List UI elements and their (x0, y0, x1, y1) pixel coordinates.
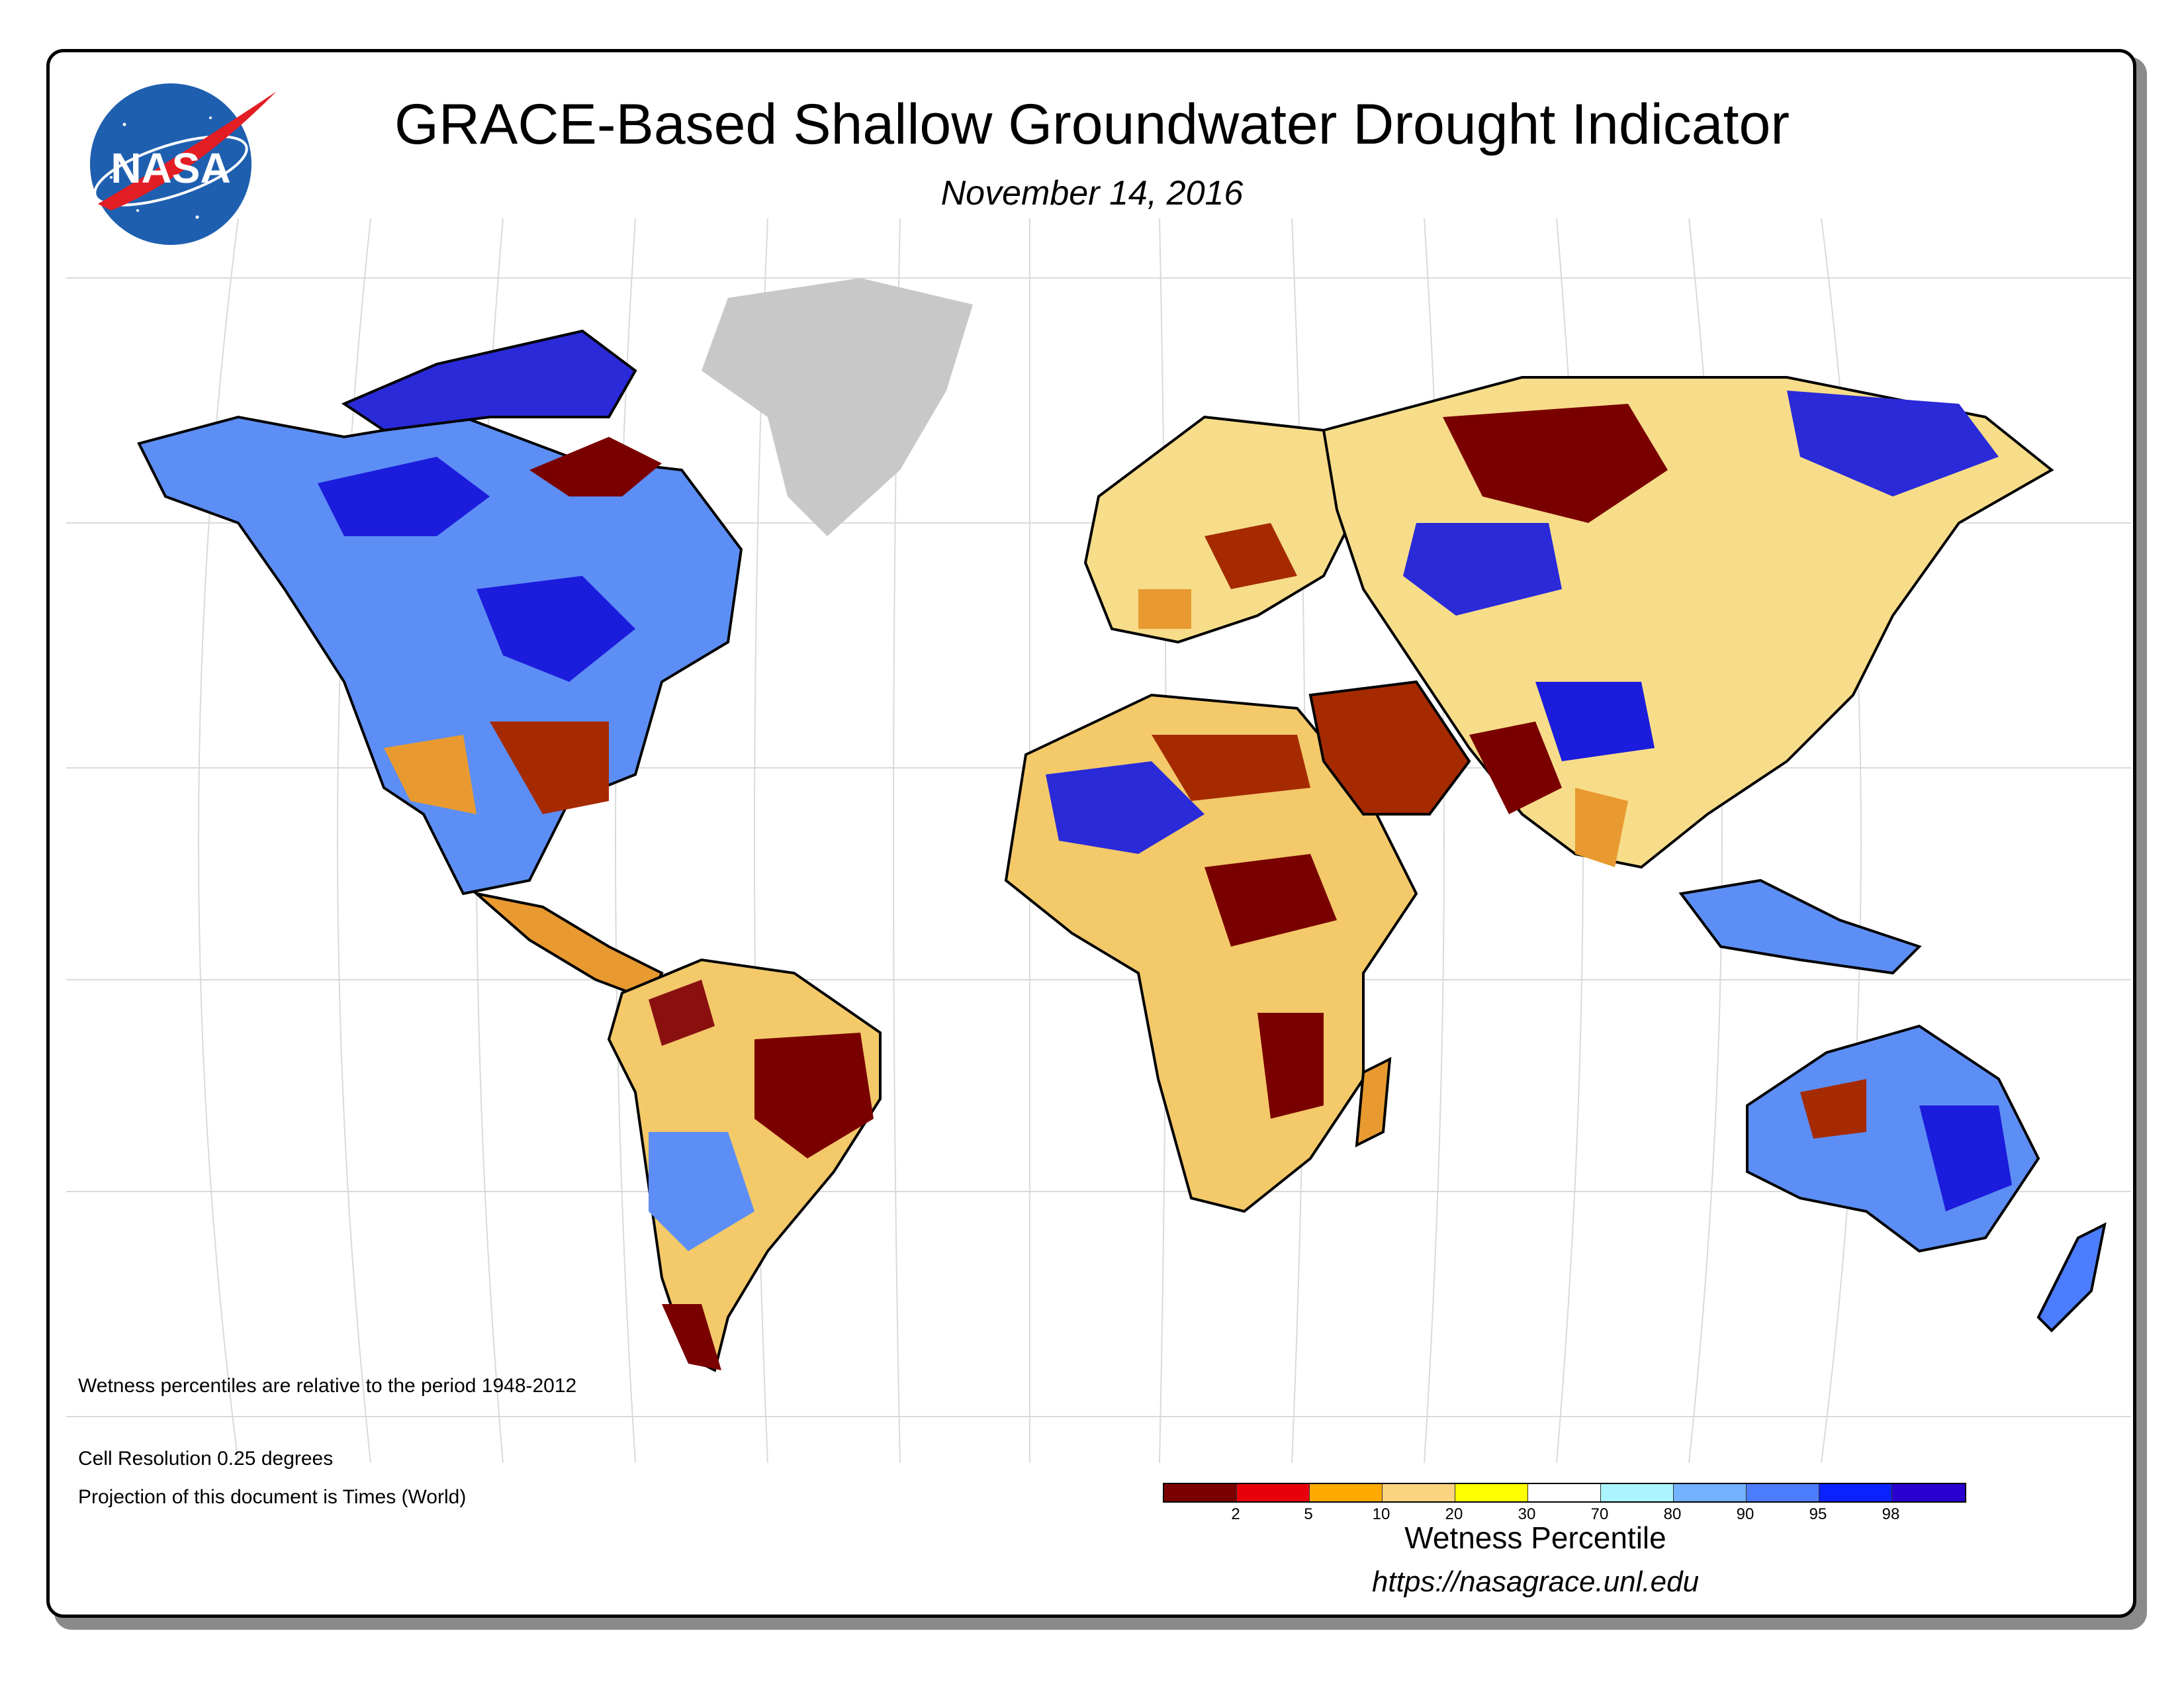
legend-swatch (1747, 1484, 1819, 1501)
legend-tick-label: 30 (1518, 1505, 1536, 1523)
legend-swatch (1892, 1484, 1965, 1501)
legend-swatch (1237, 1484, 1310, 1501)
new-zealand (2036, 1222, 2107, 1333)
legend-tick-label: 70 (1590, 1505, 1609, 1523)
legend-tick-label: 98 (1882, 1505, 1900, 1523)
legend-swatch (1455, 1484, 1528, 1501)
source-url[interactable]: https://nasagrace.unl.edu (1371, 1566, 1700, 1598)
legend-tick-label: 20 (1445, 1505, 1463, 1523)
africa (1004, 693, 1418, 1213)
resolution-note: Cell Resolution 0.25 degrees (78, 1448, 334, 1470)
world-map (66, 218, 2131, 1463)
legend-swatch (1674, 1484, 1747, 1501)
legend-swatch (1310, 1484, 1383, 1501)
legend-swatch (1164, 1484, 1237, 1501)
south-america (607, 958, 882, 1372)
nasa-logo-text: NASA (111, 144, 230, 192)
baseline-note: Wetness percentiles are relative to the … (78, 1375, 577, 1397)
legend-tick-label: 95 (1809, 1505, 1827, 1523)
projection-note: Projection of this document is Times (Wo… (78, 1486, 467, 1508)
middle-east (1308, 680, 1471, 816)
legend-tick-label: 5 (1304, 1505, 1313, 1523)
southeast-asia-islands (1678, 878, 1922, 975)
page-title: GRACE-Based Shallow Groundwater Drought … (394, 93, 1790, 156)
legend-color-bar (1163, 1483, 1966, 1503)
central-america (472, 891, 664, 1002)
europe (1083, 415, 1365, 644)
legend-swatch (1528, 1484, 1601, 1501)
legend-tick-label: 2 (1231, 1505, 1240, 1523)
legend-swatch (1601, 1484, 1674, 1501)
nasa-logo: NASA (90, 83, 277, 245)
legend-tick-label: 10 (1372, 1505, 1390, 1523)
legend-title: Wetness Percentile (1404, 1521, 1666, 1555)
legend-swatch (1819, 1484, 1892, 1501)
asia (1322, 376, 2054, 869)
legend-tick-label: 80 (1663, 1505, 1682, 1523)
legend-tick-label: 90 (1736, 1505, 1754, 1523)
australia (1746, 1024, 2040, 1253)
map-date: November 14, 2016 (940, 174, 1244, 212)
greenland-no-data (702, 278, 973, 536)
legend-swatch (1383, 1484, 1455, 1501)
north-america (137, 329, 743, 896)
